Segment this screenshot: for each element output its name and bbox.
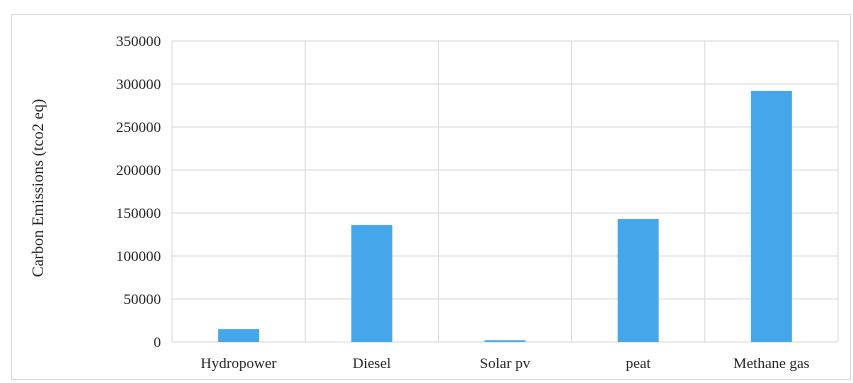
bar-layer — [218, 90, 792, 342]
grid-layer — [171, 40, 839, 343]
x-tick-label: peat — [626, 356, 652, 372]
y-tick-label: 250000 — [116, 120, 161, 136]
y-tick-labels: 0 50000 100000 150000 200000 250000 300000 3500… — [116, 34, 161, 351]
bar-methane-gas — [750, 90, 792, 342]
bar-solar-pv — [484, 340, 526, 342]
y-tick-label: 50000 — [124, 292, 162, 308]
y-tick-label: 350000 — [116, 34, 161, 50]
y-tick-label: 300000 — [116, 77, 161, 93]
y-tick-label: 150000 — [116, 206, 161, 222]
y-tick-label: 100000 — [116, 249, 161, 265]
x-tick-labels: Hydropower Diesel Solar pv peat Methane gas — [201, 356, 810, 372]
x-tick-label: Solar pv — [480, 356, 531, 372]
bar-diesel — [351, 225, 393, 342]
y-axis-label: Carbon Emissions (tco2 eq) — [30, 99, 47, 277]
y-tick-label: 200000 — [116, 163, 161, 179]
y-tick-label: 0 — [154, 335, 162, 351]
x-tick-label: Diesel — [353, 356, 391, 372]
chart-frame — [11, 14, 851, 380]
x-tick-label: Hydropower — [201, 356, 277, 372]
bar-hydropower — [218, 329, 260, 342]
x-tick-label: Methane gas — [733, 356, 809, 372]
bar-peat — [617, 219, 659, 342]
